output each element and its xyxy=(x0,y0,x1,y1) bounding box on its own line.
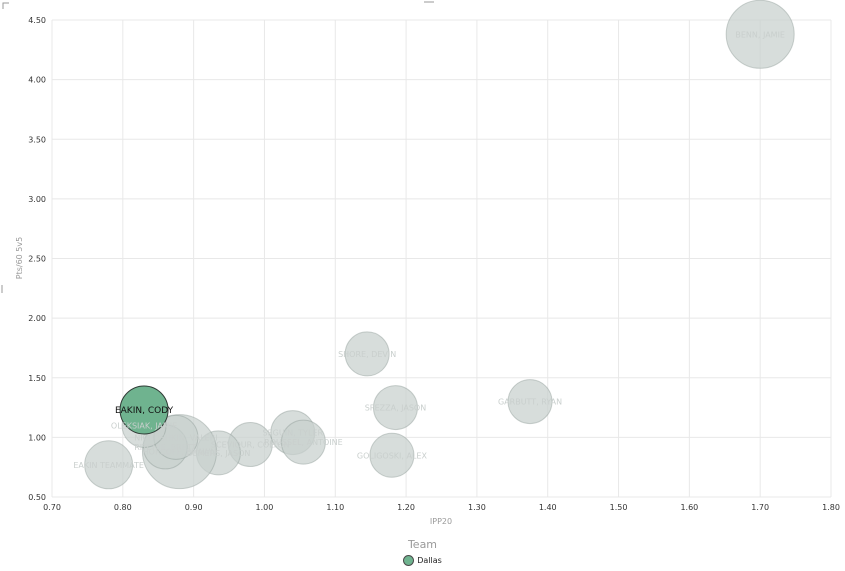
bubble-label: EAKIN TEAMMATE xyxy=(73,461,144,470)
legend-item-dallas[interactable]: Dallas xyxy=(403,555,442,566)
gridlines xyxy=(51,19,832,498)
y-tick-label: 1.00 xyxy=(28,433,46,442)
bubble-label: NICHUSHKIN, VALERI xyxy=(134,433,217,442)
bubble-label: SEGUIN, TYLER xyxy=(263,429,324,438)
y-axis-title: Pts/60 5v5 xyxy=(15,237,24,279)
x-axis-title: IPP20 xyxy=(430,517,452,526)
x-tick-label: 1.80 xyxy=(822,503,840,512)
bubble-label: BENN, JAMIE xyxy=(735,30,785,39)
x-tick-label: 1.20 xyxy=(397,503,415,512)
x-tick-label: 1.00 xyxy=(256,503,274,512)
y-tick-label: 4.50 xyxy=(28,16,46,25)
bubbles[interactable] xyxy=(84,0,795,490)
bubble[interactable] xyxy=(84,440,134,490)
bubble-label: SCEVIOUR, COLTON xyxy=(211,441,290,450)
bubble-label: SPEZZA, JASON xyxy=(365,404,427,413)
x-tick-label: 1.70 xyxy=(751,503,769,512)
bubble-labels: BENN, JAMIE SHORE, DEVIN SPEZZA, JASON GARB… xyxy=(73,30,785,469)
bubble-label: GOLIGOSKI, ALEX xyxy=(357,451,428,460)
bubble-highlight[interactable] xyxy=(119,385,169,435)
x-tick-label: 1.30 xyxy=(468,503,486,512)
bubble-label: EAKIN, CODY xyxy=(115,406,174,416)
legend: Team Dallas xyxy=(0,538,845,570)
x-axis-ticks: 0.70 0.80 0.90 1.00 1.10 1.20 1.30 1.40 1.50 1.60… xyxy=(43,503,840,512)
x-tick-label: 0.70 xyxy=(43,503,61,512)
x-tick-label: 1.10 xyxy=(326,503,344,512)
y-tick-label: 0.50 xyxy=(28,493,46,502)
bubble[interactable] xyxy=(344,331,390,377)
legend-label: Dallas xyxy=(417,556,442,565)
y-tick-label: 2.00 xyxy=(28,314,46,323)
y-axis-ticks: 0.50 1.00 1.50 2.00 2.50 3.00 3.50 4.00 4.50 xyxy=(28,16,46,502)
bubble-label: OLEKSIAK, JAMIE xyxy=(111,421,177,430)
bubble[interactable] xyxy=(369,432,415,478)
bubble[interactable] xyxy=(372,385,418,431)
y-tick-label: 3.00 xyxy=(28,195,46,204)
bubble-label: SHORE, DEVIN xyxy=(338,350,396,359)
bubble[interactable] xyxy=(507,379,553,425)
focus-corner-top-left xyxy=(2,2,9,9)
bubble-label: HORCOFF, SHAWN xyxy=(143,448,217,457)
bubble[interactable] xyxy=(280,419,326,465)
bubble-label: ROUSSEL, ANTOINE xyxy=(264,438,343,447)
y-tick-label: 2.50 xyxy=(28,255,46,264)
y-tick-label: 4.00 xyxy=(28,76,46,85)
y-tick-label: 1.50 xyxy=(28,374,46,383)
x-tick-label: 0.90 xyxy=(185,503,203,512)
bubble-label: RITCHIE, BRETT xyxy=(134,443,196,452)
x-tick-label: 0.80 xyxy=(114,503,132,512)
x-tick-label: 1.50 xyxy=(610,503,628,512)
bubble-label: DEMERS, JASON xyxy=(186,449,250,458)
y-tick-label: 3.50 xyxy=(28,135,46,144)
x-tick-label: 1.40 xyxy=(539,503,557,512)
legend-swatch xyxy=(403,555,415,566)
legend-title: Team xyxy=(407,538,438,551)
x-tick-label: 1.60 xyxy=(680,503,698,512)
bubble-label: GARBUTT, RYAN xyxy=(498,398,562,407)
bubble[interactable] xyxy=(725,0,795,69)
